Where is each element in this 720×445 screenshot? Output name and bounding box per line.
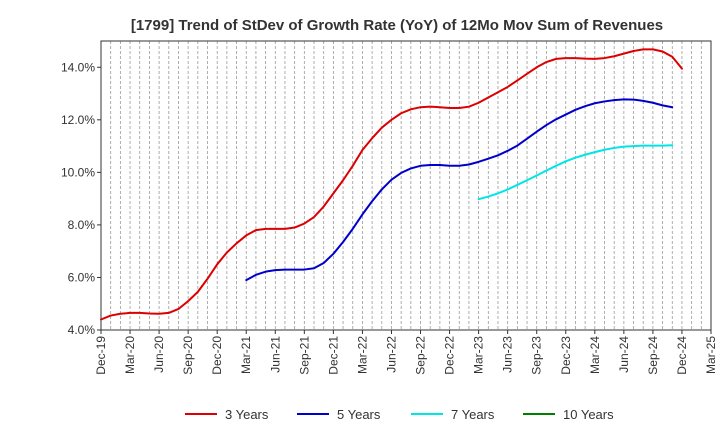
x-tick-label: Mar-23 bbox=[472, 336, 486, 374]
series-line-5-years bbox=[245, 98, 674, 282]
x-tick-label: Sep-21 bbox=[297, 336, 311, 375]
x-tick-label: Mar-25 bbox=[704, 336, 718, 374]
x-tick-label: Mar-21 bbox=[239, 336, 253, 374]
legend-label-7-years: 7 Years bbox=[451, 407, 495, 422]
x-tick-label: Mar-22 bbox=[355, 336, 369, 374]
x-tick-label: Sep-23 bbox=[530, 336, 544, 375]
legend: 3 Years 5 Years 7 Years 10 Years bbox=[185, 407, 614, 422]
x-tick-label: Mar-20 bbox=[123, 336, 137, 374]
series-line-3-years bbox=[100, 48, 683, 321]
legend-label-3-years: 3 Years bbox=[225, 407, 269, 422]
plot-area-frame bbox=[100, 40, 712, 331]
x-tick-label: Jun-21 bbox=[268, 336, 282, 373]
x-tick-label: Dec-21 bbox=[326, 336, 340, 375]
y-tick-label: 6.0% bbox=[68, 270, 96, 284]
y-tick-label: 14.0% bbox=[61, 60, 95, 74]
y-tick-label: 4.0% bbox=[68, 323, 96, 337]
y-tick-label: 8.0% bbox=[68, 218, 96, 232]
x-tick-label: Dec-20 bbox=[210, 336, 224, 375]
y-tick-label: 10.0% bbox=[61, 165, 95, 179]
y-tick-label: 12.0% bbox=[61, 113, 95, 127]
x-tick-label: Sep-24 bbox=[646, 336, 660, 375]
x-tick-label: Sep-22 bbox=[414, 336, 428, 375]
x-tick-label: Dec-19 bbox=[94, 336, 108, 375]
x-tick-label: Jun-23 bbox=[501, 336, 515, 373]
legend-label-5-years: 5 Years bbox=[337, 407, 381, 422]
y-axis: 4.0% 6.0% 8.0% 10.0% 12.0% 14.0% bbox=[61, 60, 101, 337]
x-tick-label: Jun-22 bbox=[384, 336, 398, 373]
x-tick-label: Dec-22 bbox=[443, 336, 457, 375]
series-layer bbox=[100, 48, 683, 321]
grid-layer bbox=[110, 41, 702, 330]
x-tick-label: Sep-20 bbox=[181, 336, 195, 375]
x-tick-label: Jun-24 bbox=[617, 336, 631, 373]
x-tick-label: Jun-20 bbox=[152, 336, 166, 373]
legend-label-10-years: 10 Years bbox=[563, 407, 614, 422]
chart-title: [1799] Trend of StDev of Growth Rate (Yo… bbox=[131, 17, 663, 34]
x-tick-label: Dec-24 bbox=[675, 336, 689, 375]
x-axis: Dec-19 Mar-20 Jun-20 Sep-20 Dec-20 Mar-21 Jun-… bbox=[94, 330, 718, 375]
x-tick-label: Mar-24 bbox=[588, 336, 602, 374]
x-tick-label: Dec-23 bbox=[559, 336, 573, 375]
series-line-7-years bbox=[477, 144, 674, 201]
